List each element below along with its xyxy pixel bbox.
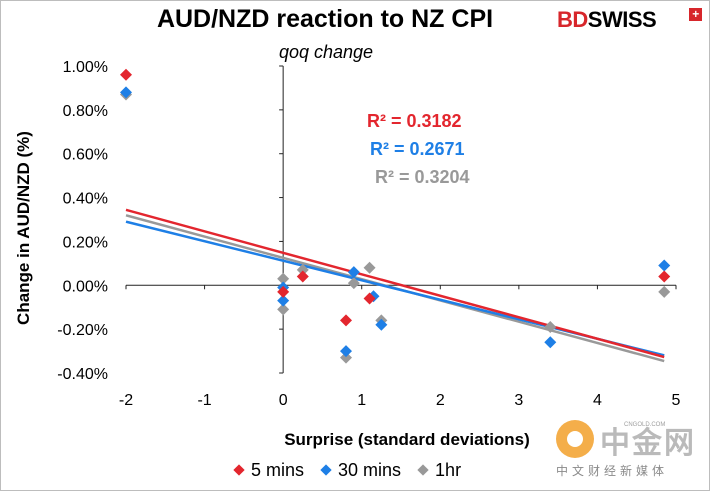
legend-label: 1hr bbox=[435, 460, 462, 480]
legend-item: 1hr bbox=[415, 460, 461, 481]
watermark-tagline: 中文财经新媒体 bbox=[556, 464, 669, 478]
data-point-series-2 bbox=[277, 303, 290, 316]
data-point-series-2 bbox=[544, 320, 557, 333]
points-layer bbox=[120, 68, 671, 364]
legend-item: 5 mins bbox=[231, 460, 304, 481]
axes-layer: -0.40% -0.20% 0.00% 0.20% 0.40% 0.60% 0.80% 1.0… bbox=[57, 59, 680, 409]
x-tick-label: 3 bbox=[514, 392, 523, 409]
x-tick-label: 1 bbox=[357, 392, 366, 409]
data-point-series-1 bbox=[277, 294, 290, 307]
trendlines-layer bbox=[125, 208, 665, 363]
data-point-series-0 bbox=[340, 314, 352, 327]
y-tick-label: 0.00% bbox=[63, 278, 108, 295]
legend-diamond-icon bbox=[320, 464, 332, 476]
x-tick-label: 2 bbox=[436, 392, 445, 409]
trendline-series-0 bbox=[125, 208, 665, 359]
legend-item: 30 mins bbox=[318, 460, 401, 481]
cngold-logo-icon bbox=[556, 420, 594, 458]
data-point-series-1 bbox=[658, 259, 671, 272]
legend-label: 5 mins bbox=[251, 460, 305, 480]
y-tick-label: 0.40% bbox=[63, 191, 108, 208]
data-point-series-1 bbox=[544, 336, 557, 349]
logo-plus-icon: + bbox=[689, 8, 702, 21]
logo-bd-text: BD bbox=[557, 7, 588, 32]
data-point-series-2 bbox=[277, 272, 290, 285]
y-tick-label: -0.20% bbox=[57, 322, 108, 339]
y-tick-label: 0.60% bbox=[63, 147, 108, 164]
x-tick-label: -1 bbox=[197, 392, 211, 409]
y-tick-label: -0.40% bbox=[57, 366, 108, 383]
y-tick-label: 1.00% bbox=[63, 59, 108, 76]
bdswiss-logo: BDSWISS + bbox=[557, 7, 702, 33]
x-tick-label: 0 bbox=[279, 392, 288, 409]
data-point-series-2 bbox=[296, 263, 309, 276]
y-axis-title: Change in AUD/NZD (%) bbox=[14, 131, 33, 325]
legend-diamond-icon bbox=[417, 464, 429, 476]
legend-diamond-icon bbox=[233, 464, 245, 476]
r2-label-series-0: R² = 0.3182 bbox=[367, 111, 462, 131]
r2-label-series-1: R² = 0.2671 bbox=[370, 139, 465, 159]
data-point-series-1 bbox=[340, 345, 352, 358]
chart-subtitle: qoq change bbox=[278, 42, 374, 62]
legend-label: 30 mins bbox=[338, 460, 402, 480]
watermark-domain: CNGOLD.COM bbox=[624, 422, 666, 428]
data-point-series-0 bbox=[296, 270, 309, 283]
data-point-series-0 bbox=[277, 285, 290, 298]
data-point-series-1 bbox=[120, 86, 132, 99]
y-tick-label: 0.20% bbox=[63, 234, 108, 251]
x-tick-label: 4 bbox=[593, 392, 602, 409]
cngold-watermark: 中金网 CNGOLD.COM 中文财经新媒体 bbox=[556, 418, 706, 478]
labels-layer: Surprise (standard deviations) Change in … bbox=[14, 111, 530, 449]
legend: 5 mins 30 mins 1hr bbox=[231, 460, 475, 481]
data-point-series-0 bbox=[363, 292, 376, 305]
data-point-series-1 bbox=[347, 266, 360, 279]
data-point-series-2 bbox=[658, 285, 671, 298]
r2-label-series-2: R² = 0.3204 bbox=[375, 167, 470, 187]
data-point-series-1 bbox=[375, 318, 388, 331]
x-tick-label: -2 bbox=[119, 392, 133, 409]
chart-title: AUD/NZD reaction to NZ CPI bbox=[156, 5, 494, 33]
data-point-series-2 bbox=[340, 351, 352, 364]
data-point-series-0 bbox=[658, 270, 671, 283]
data-point-series-2 bbox=[347, 277, 360, 290]
x-axis-title: Surprise (standard deviations) bbox=[284, 430, 530, 449]
logo-swiss-text: SWISS bbox=[587, 7, 657, 32]
x-tick-label: 5 bbox=[672, 392, 681, 409]
watermark-brand: 中金网 bbox=[600, 427, 696, 460]
y-tick-label: 0.80% bbox=[63, 103, 108, 120]
data-point-series-2 bbox=[363, 261, 376, 274]
data-point-series-0 bbox=[120, 68, 132, 81]
